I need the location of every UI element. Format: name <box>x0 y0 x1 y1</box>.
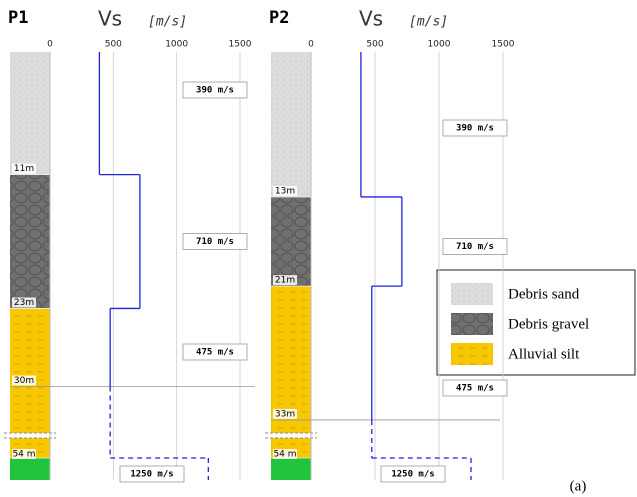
bedrock-layer <box>271 458 311 480</box>
x-axis-unit: [m/s] <box>409 15 448 30</box>
x-tick-label: 1000 <box>165 40 188 50</box>
depth-label-box <box>273 185 297 196</box>
x-axis-unit: [m/s] <box>148 15 187 30</box>
soil-texture <box>10 174 50 309</box>
x-tick-label: 0 <box>47 40 53 50</box>
x-axis-label: Vs <box>98 7 122 31</box>
value-label-box <box>119 465 185 483</box>
legend-label: Debris gravel <box>508 316 589 332</box>
x-tick-label: 500 <box>366 40 383 50</box>
value-label: 475 m/s <box>196 348 234 358</box>
depth-label-box <box>273 449 297 459</box>
value-label: 1250 m/s <box>130 470 173 480</box>
depth-label-box <box>273 275 297 286</box>
axis-break <box>265 433 317 438</box>
depth-label: 21m <box>275 276 295 286</box>
x-axis-label: Vs <box>359 7 383 31</box>
soil-texture <box>10 52 50 175</box>
depth-label-box <box>273 408 297 419</box>
legend-swatch-texture <box>451 343 493 365</box>
value-label-box <box>442 379 508 397</box>
value-label: 710 m/s <box>196 237 234 247</box>
depth-label-box <box>12 375 36 386</box>
value-label: 1250 m/s <box>391 470 434 480</box>
depth-label: 23m <box>14 298 34 308</box>
panel-title: P2 <box>269 8 289 28</box>
value-label-box <box>442 238 508 255</box>
soil-texture <box>271 196 311 287</box>
x-tick-label: 1000 <box>428 40 451 50</box>
x-tick-label: 1500 <box>229 40 252 50</box>
legend-swatch-texture <box>451 313 493 335</box>
value-label-box <box>182 233 248 250</box>
legend-label: Alluvial silt <box>508 346 580 362</box>
depth-label-box <box>12 449 36 459</box>
value-label-box <box>182 343 248 361</box>
legend-swatch-texture <box>451 283 493 305</box>
value-label: 390 m/s <box>196 86 234 96</box>
depth-label: 33m <box>275 409 295 419</box>
x-tick-label: 1500 <box>492 40 515 50</box>
value-label-box <box>182 81 248 99</box>
depth-label: 11m <box>14 164 34 174</box>
depth-label: 30m <box>14 376 34 386</box>
depth-label: 13m <box>275 186 295 196</box>
bedrock-layer <box>10 458 50 480</box>
soil-texture <box>271 286 311 458</box>
depth-label-box <box>12 297 36 308</box>
depth-label-box <box>12 163 36 174</box>
x-tick-label: 500 <box>105 40 122 50</box>
axis-break <box>4 433 56 438</box>
soil-texture <box>271 52 311 197</box>
x-tick-label: 0 <box>308 40 314 50</box>
depth-label: 54 m <box>12 450 35 460</box>
value-label: 390 m/s <box>456 124 494 134</box>
legend-label: Debris sand <box>508 286 580 302</box>
value-label-box <box>380 465 446 483</box>
panel-title: P1 <box>8 8 28 28</box>
value-label-box <box>442 119 508 137</box>
depth-label: 54 m <box>273 450 296 460</box>
value-label: 475 m/s <box>456 384 494 394</box>
caption: (a) <box>570 478 587 494</box>
value-label: 710 m/s <box>456 242 494 252</box>
